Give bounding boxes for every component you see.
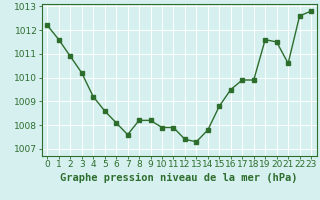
X-axis label: Graphe pression niveau de la mer (hPa): Graphe pression niveau de la mer (hPa) (60, 173, 298, 183)
